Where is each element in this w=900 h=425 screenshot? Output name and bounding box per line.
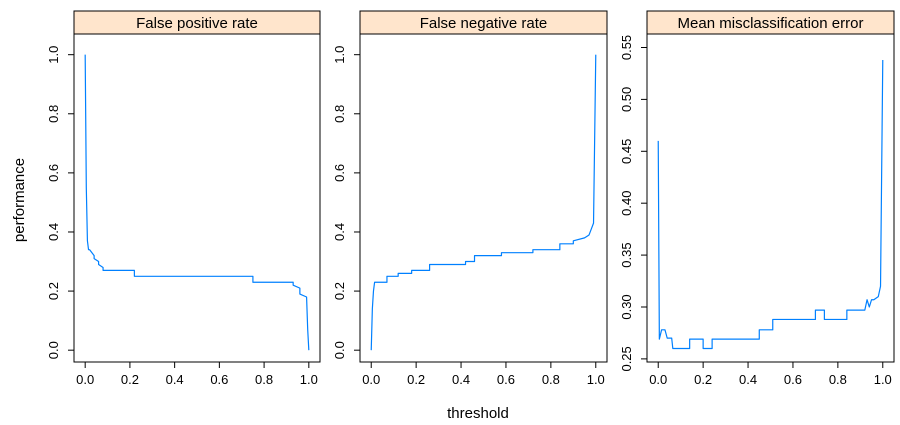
x-tick-label: 0.6: [210, 372, 228, 387]
y-tick-label: 0.6: [46, 164, 61, 182]
x-tick-label: 0.2: [121, 372, 139, 387]
plot-frame: [646, 33, 895, 363]
x-tick-label: 0.0: [76, 372, 94, 387]
panel-3: Mean misclassification error 0.0 0.2 0.4 0.6…: [619, 10, 895, 387]
y-tick-label: 0.0: [332, 341, 347, 359]
y-tick-label: 0.4: [332, 223, 347, 241]
series-line: [370, 54, 597, 351]
series-line: [84, 54, 310, 351]
panel-title: False positive rate: [136, 15, 258, 32]
x-tick-label: 0.2: [694, 372, 712, 387]
x-tick-label: 0.6: [497, 372, 515, 387]
x-tick-label: 0.8: [829, 372, 847, 387]
y-axis-title: performance: [11, 158, 28, 242]
panel-title: Mean misclassification error: [678, 15, 864, 32]
y-tick-label: 0.0: [46, 341, 61, 359]
x-tick-label: 1.0: [587, 372, 605, 387]
x-tick-label: 0.4: [739, 372, 757, 387]
plot-frame: [73, 33, 321, 363]
y-tick-label: 0.8: [46, 105, 61, 123]
x-tick-label: 0.0: [649, 372, 667, 387]
y-tick-label: 0.50: [619, 87, 634, 112]
series-line: [657, 59, 884, 350]
plot-frame: [359, 33, 608, 363]
x-tick-label: 0.8: [542, 372, 560, 387]
y-tick-label: 0.2: [46, 282, 61, 300]
x-tick-label: 0.2: [407, 372, 425, 387]
y-tick-label: 0.8: [332, 105, 347, 123]
y-tick-label: 0.6: [332, 164, 347, 182]
panels-layer: False positive rate 0.0 0.2 0.4 0.6 0.8 1.0 0.0…: [46, 10, 895, 387]
y-tick-label: 0.25: [619, 346, 634, 371]
x-tick-label: 1.0: [300, 372, 318, 387]
y-tick-label: 0.45: [619, 139, 634, 164]
y-tick-label: 0.40: [619, 191, 634, 216]
y-tick-label: 0.55: [619, 35, 634, 60]
x-tick-label: 0.6: [784, 372, 802, 387]
x-tick-label: 0.8: [255, 372, 273, 387]
y-tick-label: 0.35: [619, 242, 634, 267]
panel-1: False positive rate 0.0 0.2 0.4 0.6 0.8 1.0 0.0…: [46, 10, 321, 387]
y-tick-label: 0.4: [46, 223, 61, 241]
y-tick-label: 1.0: [332, 46, 347, 64]
panel-2: False negative rate 0.0 0.2 0.4 0.6 0.8 1.0 0.0…: [332, 10, 608, 387]
x-tick-label: 0.4: [166, 372, 184, 387]
x-tick-label: 1.0: [874, 372, 892, 387]
panel-title: False negative rate: [420, 15, 548, 32]
y-tick-label: 0.2: [332, 282, 347, 300]
x-tick-label: 0.0: [362, 372, 380, 387]
x-axis-title: threshold: [447, 405, 509, 422]
y-tick-label: 0.30: [619, 294, 634, 319]
x-tick-label: 0.4: [452, 372, 470, 387]
y-tick-label: 1.0: [46, 46, 61, 64]
